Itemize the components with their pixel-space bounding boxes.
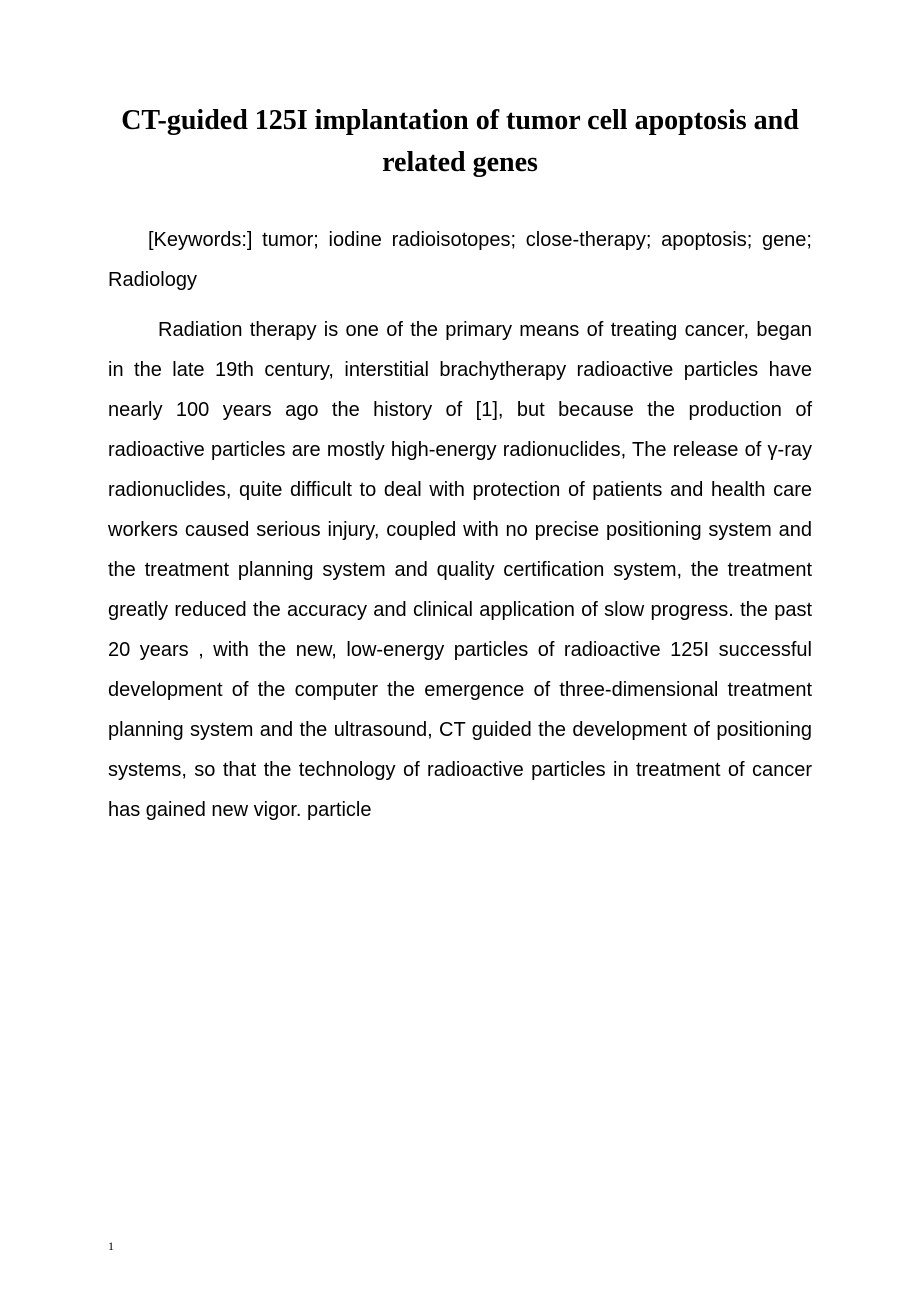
body-paragraph: Radiation therapy is one of the primary …	[108, 310, 812, 830]
page-number: 1	[108, 1239, 114, 1254]
document-title: CT-guided 125I implantation of tumor cel…	[108, 100, 812, 184]
keywords-line: [Keywords:] tumor; iodine radioisotopes;…	[108, 220, 812, 300]
